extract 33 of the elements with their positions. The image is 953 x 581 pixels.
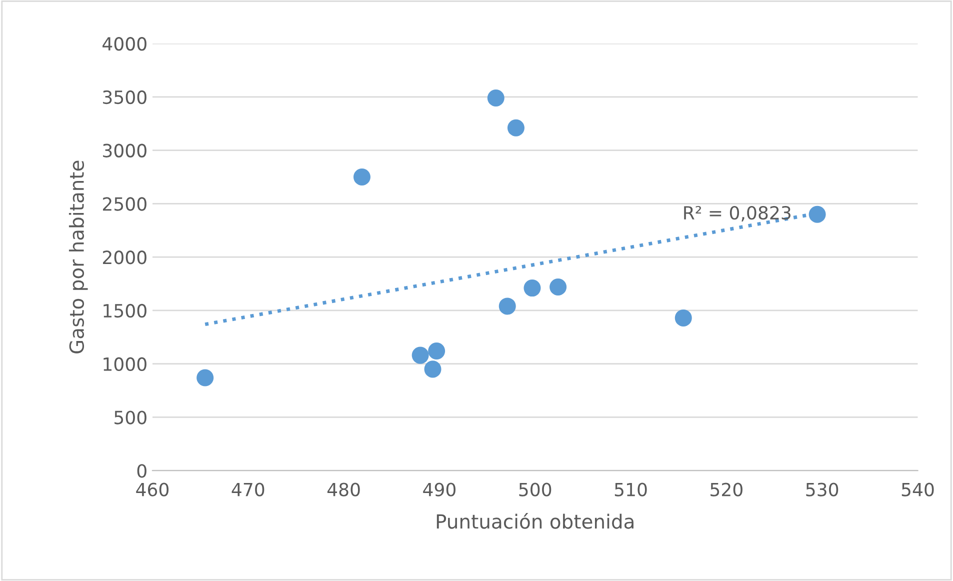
annotation: R² = 0,0823: [684, 206, 790, 222]
x-tick-label: 540: [902, 482, 934, 496]
x-tick-label: 480: [327, 482, 360, 496]
y-tick-label: 4000: [102, 37, 146, 51]
y-tick-label: 500: [114, 410, 146, 424]
point: [412, 346, 429, 364]
x-tick-label: 510: [614, 482, 647, 496]
y-axis-title: Gasto por habitante: [68, 160, 88, 354]
y-tick-label: 1500: [104, 304, 146, 318]
x-tick-label: 530: [806, 482, 838, 496]
point: [498, 298, 516, 315]
y-tick-label: 2500: [102, 197, 146, 211]
point: [808, 206, 826, 223]
point: [550, 278, 567, 296]
y-tick-label: 1000: [104, 357, 146, 371]
point: [424, 360, 442, 378]
y-tick-label: 3000: [103, 144, 146, 158]
y-tick-label: 3500: [103, 90, 146, 104]
x-tick-label: 460: [136, 482, 169, 496]
point: [674, 309, 692, 326]
y-tick-label: 2000: [102, 250, 146, 264]
x-axis-title: Puntuación obtenida: [436, 513, 634, 529]
point: [428, 342, 446, 360]
x-tick-label: 490: [423, 482, 456, 496]
x-tick-label: 500: [519, 482, 552, 496]
point: [524, 280, 541, 297]
y-tick-label: 0: [137, 464, 146, 478]
point: [507, 119, 524, 136]
point: [487, 90, 504, 107]
x-tick-label: 520: [710, 482, 742, 496]
x-tick-label: 470: [232, 482, 264, 496]
point: [196, 369, 214, 386]
point: [353, 168, 370, 186]
